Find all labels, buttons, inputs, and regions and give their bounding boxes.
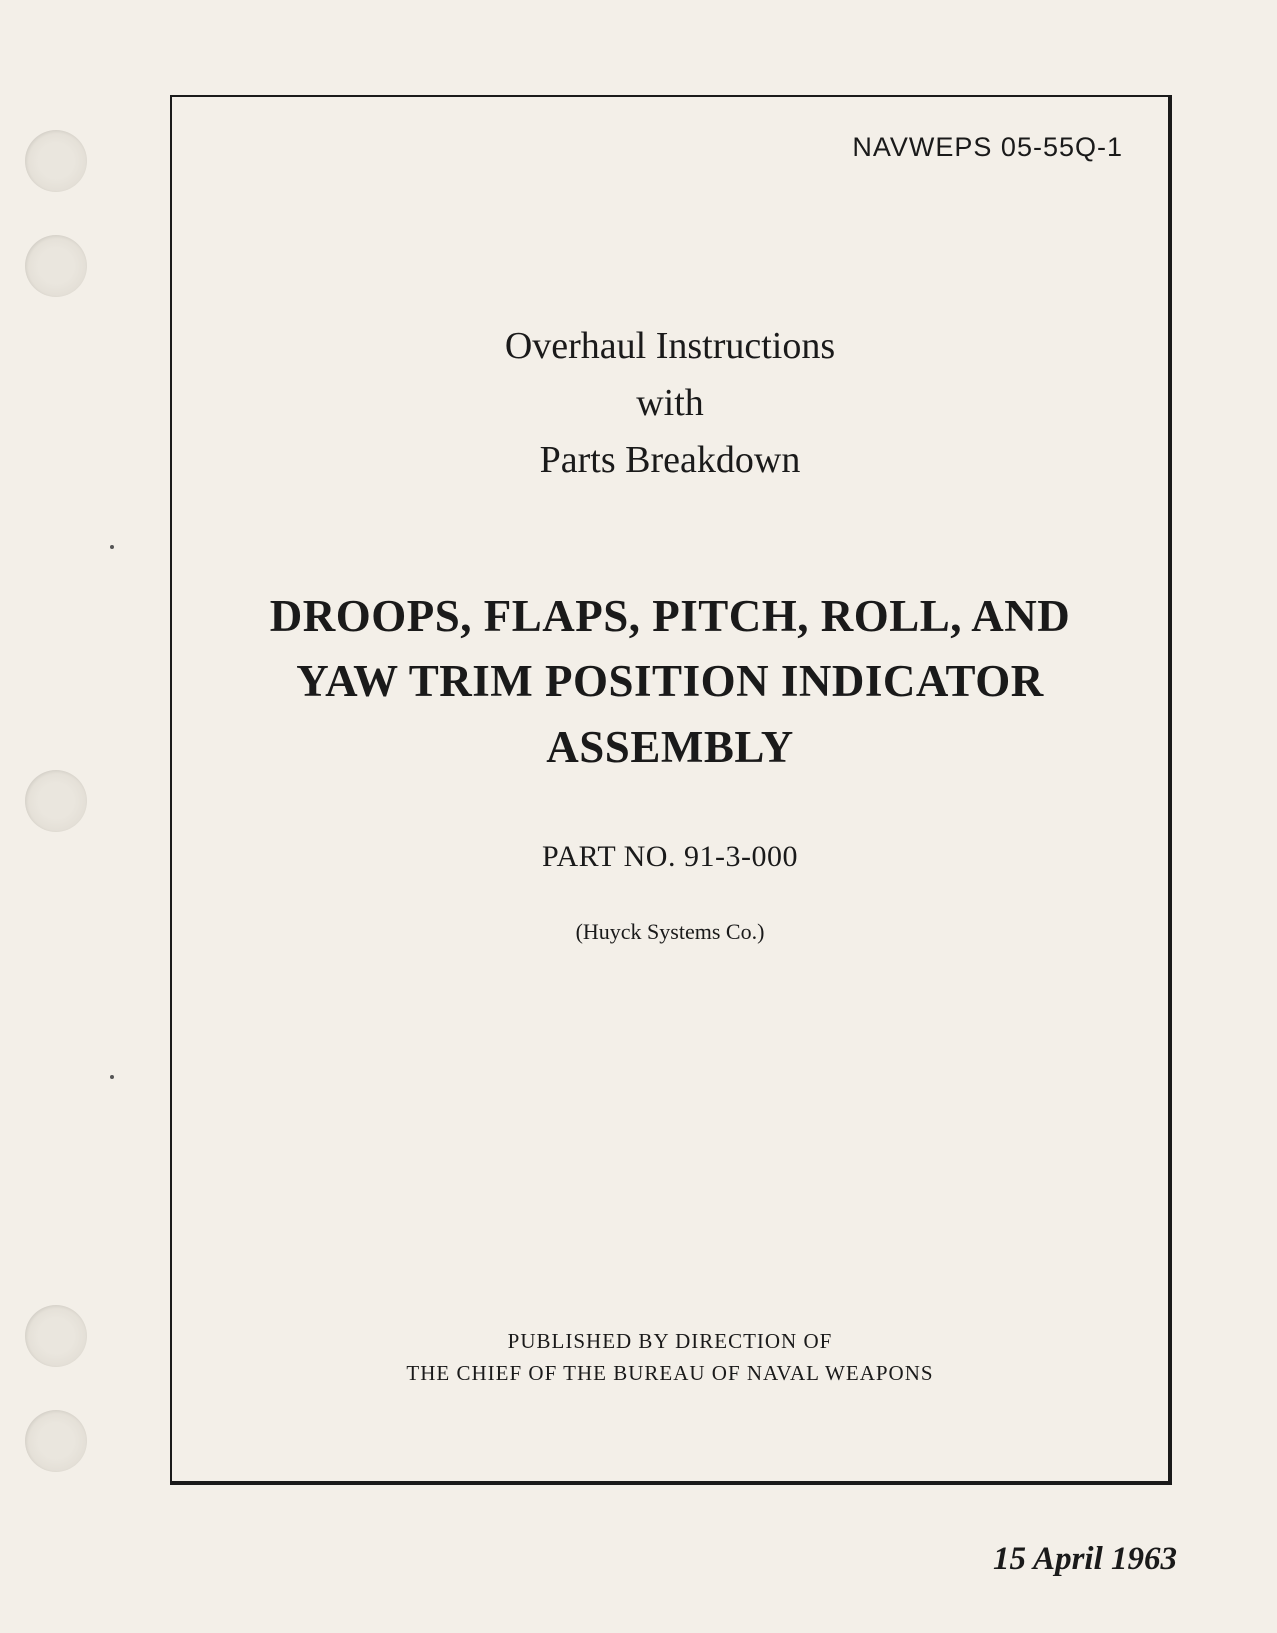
punch-hole (25, 130, 87, 192)
publisher-line: THE CHIEF OF THE BUREAU OF NAVAL WEAPONS (217, 1357, 1123, 1390)
mark-dot (110, 545, 114, 549)
document-date: 15 April 1963 (993, 1541, 1177, 1578)
part-number: PART NO. 91-3-000 (217, 840, 1123, 874)
subtitle-line: with (217, 375, 1123, 432)
punch-hole (25, 235, 87, 297)
title-block: DROOPS, FLAPS, PITCH, ROLL, AND YAW TRIM… (217, 584, 1123, 780)
punch-hole (25, 1305, 87, 1367)
publisher-line: PUBLISHED BY DIRECTION OF (217, 1325, 1123, 1358)
subtitle-block: Overhaul Instructions with Parts Breakdo… (217, 318, 1123, 489)
punch-hole (25, 770, 87, 832)
manufacturer: (Huyck Systems Co.) (217, 919, 1123, 945)
publisher-block: PUBLISHED BY DIRECTION OF THE CHIEF OF T… (217, 1325, 1123, 1390)
mark-dot (110, 1075, 114, 1079)
title-line: ASSEMBLY (217, 715, 1123, 780)
title-line: YAW TRIM POSITION INDICATOR (217, 649, 1123, 714)
subtitle-line: Overhaul Instructions (217, 318, 1123, 375)
document-number: NAVWEPS 05-55Q-1 (217, 132, 1123, 163)
title-line: DROOPS, FLAPS, PITCH, ROLL, AND (217, 584, 1123, 649)
content-frame: NAVWEPS 05-55Q-1 Overhaul Instructions w… (170, 95, 1172, 1485)
document-page: NAVWEPS 05-55Q-1 Overhaul Instructions w… (0, 0, 1277, 1633)
punch-hole (25, 1410, 87, 1472)
subtitle-line: Parts Breakdown (217, 432, 1123, 489)
